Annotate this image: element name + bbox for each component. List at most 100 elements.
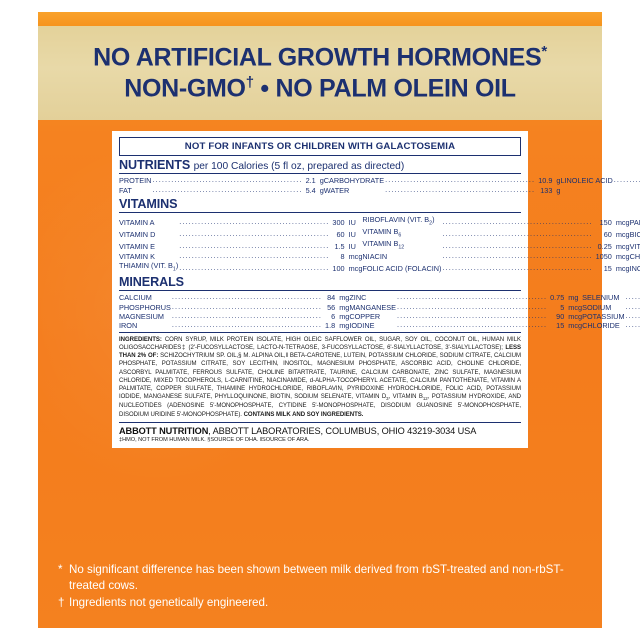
leader-dots: ........................................…: [171, 293, 323, 302]
nutrient-value: 5: [560, 302, 565, 312]
galactosemia-warning-box: NOT FOR INFANTS OR CHILDREN WITH GALACTO…: [119, 137, 521, 156]
nutrient-value: 84: [327, 293, 336, 303]
nutrient-value: 1.5: [334, 242, 345, 252]
claim-no-growth-hormones: NO ARTIFICIAL GROWTH HORMONES: [93, 43, 542, 72]
footnote-mark: †: [58, 595, 65, 609]
nutrient-name: PHOSPHORUS: [119, 302, 171, 312]
nutrient-name: BIOTIN: [629, 230, 640, 240]
claim-asterisk-mark: *: [541, 43, 547, 61]
nutrients-divider: [119, 173, 521, 175]
nutrient-value: 10.9: [538, 176, 553, 186]
table-row: THIAMIN (VIT. B1).......................…: [119, 261, 640, 273]
nutrient-name: IODINE: [349, 321, 375, 331]
nutrient-value: 0.75: [550, 293, 565, 303]
nutrient-name: PANTOTHENIC ACID: [629, 217, 640, 227]
top-accent-strip: [38, 12, 602, 26]
less-than-2-percent-label: LESS THAN 2% OF:: [119, 344, 521, 360]
nutrient-unit: mcg: [568, 302, 583, 312]
footnote-mark: *: [58, 563, 63, 576]
nutrient-unit: mcg: [568, 311, 583, 321]
nutrient-name: FAT: [119, 185, 132, 195]
nutrient-name: CARBOHYDRATE: [323, 176, 385, 186]
nutrient-unit: IU: [348, 217, 356, 227]
nutrient-value: 133: [540, 185, 553, 195]
footnote-text: No significant difference has been shown…: [69, 563, 564, 593]
nutrient-name: MANGANESE: [349, 302, 396, 312]
nutrient-unit: mcg: [615, 217, 630, 227]
nutrient-name: CHLORIDE: [582, 321, 620, 331]
contains-allergens-text: CONTAINS MILK AND SOY INGREDIENTS.: [243, 411, 364, 418]
nutrient-value: 6: [331, 311, 336, 321]
leader-dots: ........................................…: [385, 185, 536, 194]
leader-dots: ........................................…: [442, 229, 593, 239]
nutrient-name: INOSITOL: [629, 263, 640, 273]
minerals-table: CALCIUM.................................…: [119, 293, 640, 330]
nutrient-value: 1.8: [325, 321, 336, 331]
nutrient-name: WATER: [323, 185, 350, 195]
nutrient-unit: mg: [339, 311, 350, 321]
vitamins-divider: [119, 212, 521, 214]
table-row: FAT.....................................…: [119, 186, 640, 195]
leader-dots: ........................................…: [171, 302, 323, 311]
nutrient-unit: IU: [348, 230, 356, 240]
leader-dots: ........................................…: [179, 251, 330, 260]
nutrient-unit: mg: [339, 302, 350, 312]
table-row: VITAMIN K...............................…: [119, 252, 640, 261]
nutrient-name: VITAMIN D: [119, 230, 156, 240]
nutrient-name: ZINC: [349, 293, 367, 303]
nutrient-name: VITAMIN B12: [362, 239, 405, 251]
nutrient-name: CALCIUM: [119, 293, 152, 303]
nutrient-name: VITAMIN B6: [362, 227, 402, 239]
nutrient-value: 15: [603, 263, 612, 273]
nutrients-title-text: NUTRIENTS: [119, 157, 191, 172]
nutrient-name: IRON: [119, 321, 138, 331]
ingredients-label: INGREDIENTS:: [119, 336, 162, 343]
leader-dots: ........................................…: [442, 241, 593, 251]
nutrient-unit: mcg: [615, 230, 630, 240]
table-row: CALCIUM.................................…: [119, 293, 640, 302]
table-row: VITAMIN D...............................…: [119, 227, 640, 239]
nutrition-facts-card: NOT FOR INFANTS OR CHILDREN WITH GALACTO…: [112, 131, 640, 448]
claim-non-gmo: NON-GMO: [124, 74, 246, 103]
nutrient-name: SODIUM: [582, 302, 612, 312]
nutrient-name: VIT. C (ASCORBIC ACID): [629, 242, 640, 252]
leader-dots: ........................................…: [152, 176, 303, 185]
leader-dots: ........................................…: [625, 302, 640, 311]
table-row: VITAMIN E...............................…: [119, 239, 640, 251]
symbol-notes: ‡HMO, NOT FROM HUMAN MILK. §SOURCE OF DH…: [119, 436, 310, 443]
leader-dots: ........................................…: [179, 229, 330, 239]
table-row: PROTEIN.................................…: [119, 176, 640, 185]
nutrient-value: 90: [556, 311, 565, 321]
minerals-divider: [119, 290, 521, 292]
leader-dots: ........................................…: [179, 241, 330, 251]
less-than-2-percent-text: SCHIZOCHYTRIUM SP. OIL,§ M. ALPINA OIL,‖…: [119, 353, 521, 418]
nutrient-name: SELENIUM: [582, 293, 620, 303]
company-name: ABBOTT NUTRITION: [119, 425, 209, 436]
leader-dots: ........................................…: [625, 321, 640, 330]
nutrient-unit: mg: [339, 293, 350, 303]
nutrient-name: THIAMIN (VIT. B1): [119, 260, 179, 273]
nutrient-unit: g: [556, 176, 561, 186]
nutrient-value: 60: [603, 230, 612, 240]
leader-dots: ........................................…: [396, 302, 548, 311]
nutrient-unit: mcg: [348, 251, 363, 261]
nutrient-value: 15: [556, 321, 565, 331]
claims-banner: NO ARTIFICIAL GROWTH HORMONES* NON-GMO† …: [38, 26, 602, 120]
nutrient-value: 1050: [595, 251, 612, 261]
leader-dots: ........................................…: [442, 216, 593, 226]
nutrient-name: VITAMIN K: [119, 251, 155, 261]
footnote-text: Ingredients not genetically engineered.: [69, 595, 269, 609]
claim-separator-bullet: •: [260, 74, 269, 103]
nutrient-value: 56: [327, 302, 336, 312]
leader-dots: ........................................…: [396, 321, 548, 330]
nutrient-value: 5.4: [305, 185, 316, 195]
nutrient-name: LINOLEIC ACID: [560, 176, 613, 186]
nutrients-table: PROTEIN.................................…: [119, 176, 640, 195]
claim-dagger-mark: †: [245, 74, 254, 91]
minerals-section-title: MINERALS: [119, 275, 184, 290]
nutrient-value: 8: [340, 251, 345, 261]
nutrient-value: 0.25: [597, 242, 612, 252]
nutrient-name: COPPER: [349, 311, 381, 321]
nutrient-unit: mcg: [615, 263, 630, 273]
footnotes-block: * No significant difference has been sho…: [58, 562, 578, 611]
